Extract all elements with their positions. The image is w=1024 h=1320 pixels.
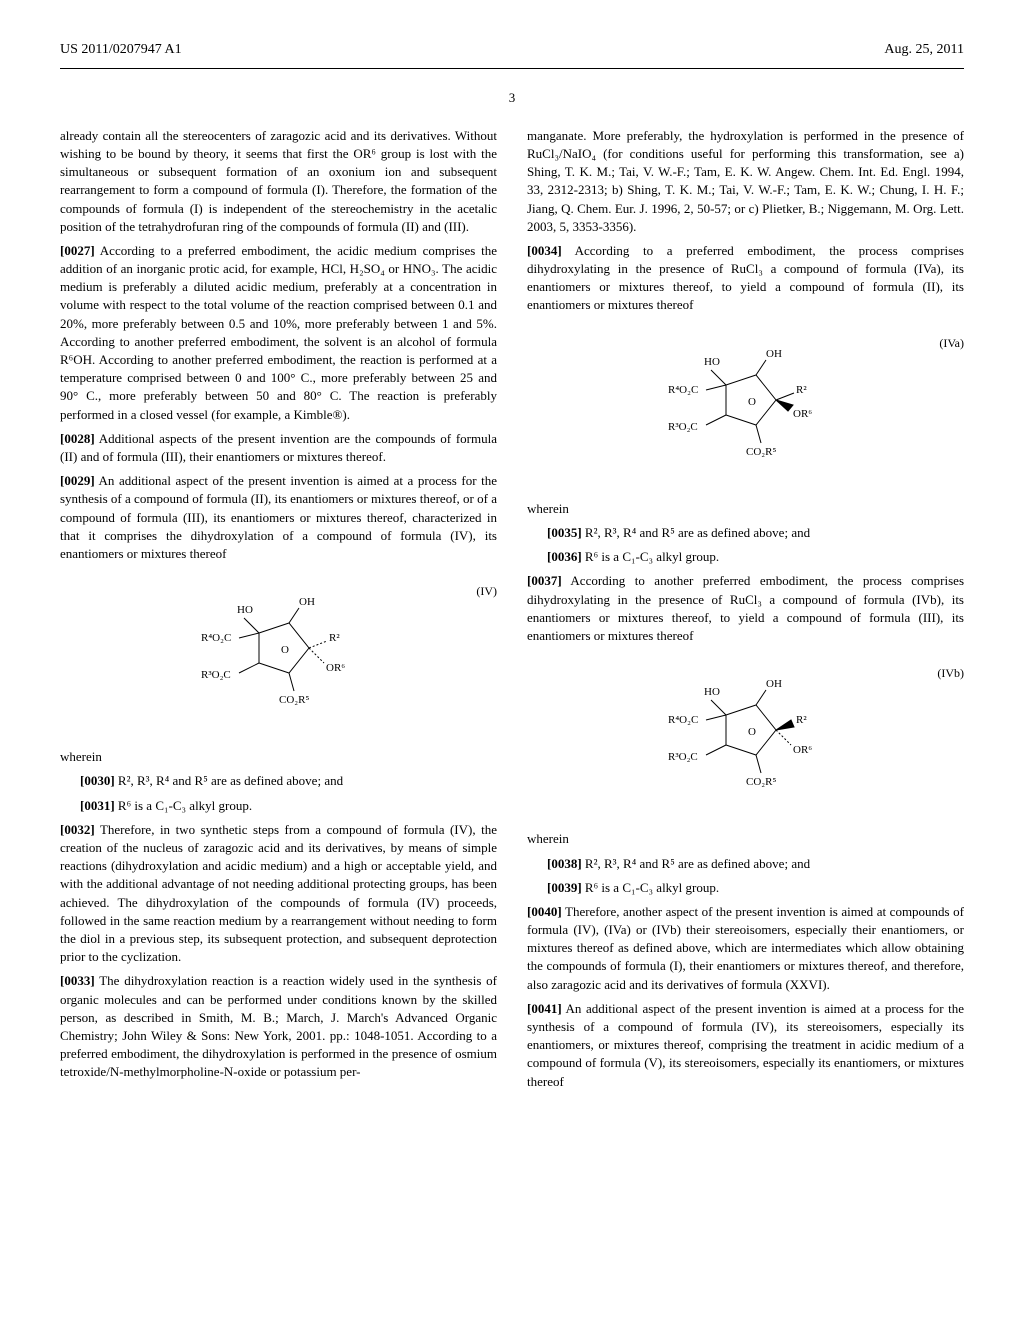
chemical-structure-IVb: HO OH R⁴O₂C R³O₂C CO₂R⁵ R² OR⁶ O — [666, 665, 826, 805]
formula-IVb: (IVb) HO OH R⁴O₂C R³O₂C CO₂R⁵ R² — [527, 665, 964, 810]
formula-label: (IVb) — [937, 665, 964, 682]
para-0037: [0037] According to another preferred em… — [527, 572, 964, 645]
para-text: According to a preferred embodiment, the… — [60, 243, 497, 422]
para-text: R², R³, R⁴ and R⁵ are as defined above; … — [585, 856, 810, 871]
publication-date: Aug. 25, 2011 — [884, 40, 964, 60]
svg-text:HO: HO — [237, 604, 253, 616]
svg-text:R²: R² — [329, 632, 340, 644]
svg-text:R³O₂C: R³O₂C — [668, 751, 698, 763]
para-text: R², R³, R⁴ and R⁵ are as defined above; … — [585, 525, 810, 540]
formula-IV: (IV) HO OH R⁴O₂C R³O₂C CO₂R⁵ R² — [60, 583, 497, 728]
para-num: [0027] — [60, 243, 95, 258]
para-num: [0032] — [60, 822, 95, 837]
para-text: R², R³, R⁴ and R⁵ are as defined above; … — [118, 773, 343, 788]
svg-text:OR⁶: OR⁶ — [326, 662, 345, 674]
svg-text:OH: OH — [766, 348, 782, 360]
para-0034: [0034] According to a preferred embodime… — [527, 242, 964, 315]
svg-text:R⁴O₂C: R⁴O₂C — [668, 384, 698, 396]
para-text: An additional aspect of the present inve… — [60, 473, 497, 561]
para-continued-right: manganate. More preferably, the hydroxyl… — [527, 127, 964, 236]
para-text: R⁶ is a C₁-C₃ alkyl group. — [118, 798, 252, 813]
para-num: [0030] — [80, 773, 115, 788]
para-num: [0038] — [547, 856, 582, 871]
wherein: wherein — [527, 830, 964, 848]
para-num: [0035] — [547, 525, 582, 540]
wherein: wherein — [60, 748, 497, 766]
para-continued: already contain all the stereocenters of… — [60, 127, 497, 236]
para-text: Therefore, in two synthetic steps from a… — [60, 822, 497, 964]
para-num: [0039] — [547, 880, 582, 895]
svg-text:HO: HO — [704, 686, 720, 698]
para-0031: [0031] R⁶ is a C₁-C₃ alkyl group. — [80, 797, 497, 815]
svg-text:OH: OH — [766, 678, 782, 690]
para-text: Additional aspects of the present invent… — [60, 431, 497, 464]
formula-label: (IVa) — [939, 335, 964, 352]
patent-number: US 2011/0207947 A1 — [60, 40, 182, 60]
page-number: 3 — [60, 89, 964, 107]
svg-text:O: O — [748, 726, 756, 738]
left-column: already contain all the stereocenters of… — [60, 127, 497, 1097]
svg-text:R³O₂C: R³O₂C — [668, 421, 698, 433]
para-0040: [0040] Therefore, another aspect of the … — [527, 903, 964, 994]
page-header: US 2011/0207947 A1 Aug. 25, 2011 — [60, 40, 964, 60]
svg-text:R²: R² — [796, 714, 807, 726]
para-0033: [0033] The dihydroxylation reaction is a… — [60, 972, 497, 1081]
header-divider — [60, 68, 964, 69]
svg-text:CO₂R⁵: CO₂R⁵ — [746, 776, 776, 788]
para-text: The dihydroxylation reaction is a reacti… — [60, 973, 497, 1079]
para-num: [0037] — [527, 573, 562, 588]
para-0028: [0028] Additional aspects of the present… — [60, 430, 497, 466]
svg-text:OR⁶: OR⁶ — [793, 744, 812, 756]
svg-text:HO: HO — [704, 356, 720, 368]
para-0029: [0029] An additional aspect of the prese… — [60, 472, 497, 563]
para-0027: [0027] According to a preferred embodime… — [60, 242, 497, 424]
svg-text:R⁴O₂C: R⁴O₂C — [668, 714, 698, 726]
formula-IVa: (IVa) HO OH R⁴O₂C R³O₂C CO₂R⁵ R² — [527, 335, 964, 480]
para-text: According to a preferred embodiment, the… — [527, 243, 964, 313]
svg-text:O: O — [281, 644, 289, 656]
para-text: Therefore, another aspect of the present… — [527, 904, 964, 992]
para-num: [0033] — [60, 973, 95, 988]
para-0039: [0039] R⁶ is a C₁-C₃ alkyl group. — [547, 879, 964, 897]
para-text: According to another preferred embodimen… — [527, 573, 964, 643]
right-column: manganate. More preferably, the hydroxyl… — [527, 127, 964, 1097]
svg-text:O: O — [748, 396, 756, 408]
para-0041: [0041] An additional aspect of the prese… — [527, 1000, 964, 1091]
para-num: [0028] — [60, 431, 95, 446]
svg-text:R⁴O₂C: R⁴O₂C — [201, 632, 231, 644]
para-num: [0029] — [60, 473, 95, 488]
wherein: wherein — [527, 500, 964, 518]
para-0036: [0036] R⁶ is a C₁-C₃ alkyl group. — [547, 548, 964, 566]
para-0030: [0030] R², R³, R⁴ and R⁵ are as defined … — [80, 772, 497, 790]
svg-text:OH: OH — [299, 596, 315, 608]
para-0038: [0038] R², R³, R⁴ and R⁵ are as defined … — [547, 855, 964, 873]
para-num: [0036] — [547, 549, 582, 564]
para-num: [0040] — [527, 904, 562, 919]
para-text: R⁶ is a C₁-C₃ alkyl group. — [585, 880, 719, 895]
svg-text:OR⁶: OR⁶ — [793, 408, 812, 420]
formula-label: (IV) — [476, 583, 497, 600]
chemical-structure-IVa: HO OH R⁴O₂C R³O₂C CO₂R⁵ R² OR⁶ O — [666, 335, 826, 475]
para-num: [0041] — [527, 1001, 562, 1016]
svg-text:CO₂R⁵: CO₂R⁵ — [279, 694, 309, 706]
para-text: R⁶ is a C₁-C₃ alkyl group. — [585, 549, 719, 564]
para-num: [0034] — [527, 243, 562, 258]
para-text: An additional aspect of the present inve… — [527, 1001, 964, 1089]
para-0032: [0032] Therefore, in two synthetic steps… — [60, 821, 497, 967]
para-num: [0031] — [80, 798, 115, 813]
svg-text:CO₂R⁵: CO₂R⁵ — [746, 446, 776, 458]
chemical-structure-IV: HO OH R⁴O₂C R³O₂C CO₂R⁵ R² OR⁶ O — [199, 583, 359, 723]
content-columns: already contain all the stereocenters of… — [60, 127, 964, 1097]
svg-text:R²: R² — [796, 384, 807, 396]
para-0035: [0035] R², R³, R⁴ and R⁵ are as defined … — [547, 524, 964, 542]
svg-text:R³O₂C: R³O₂C — [201, 669, 231, 681]
